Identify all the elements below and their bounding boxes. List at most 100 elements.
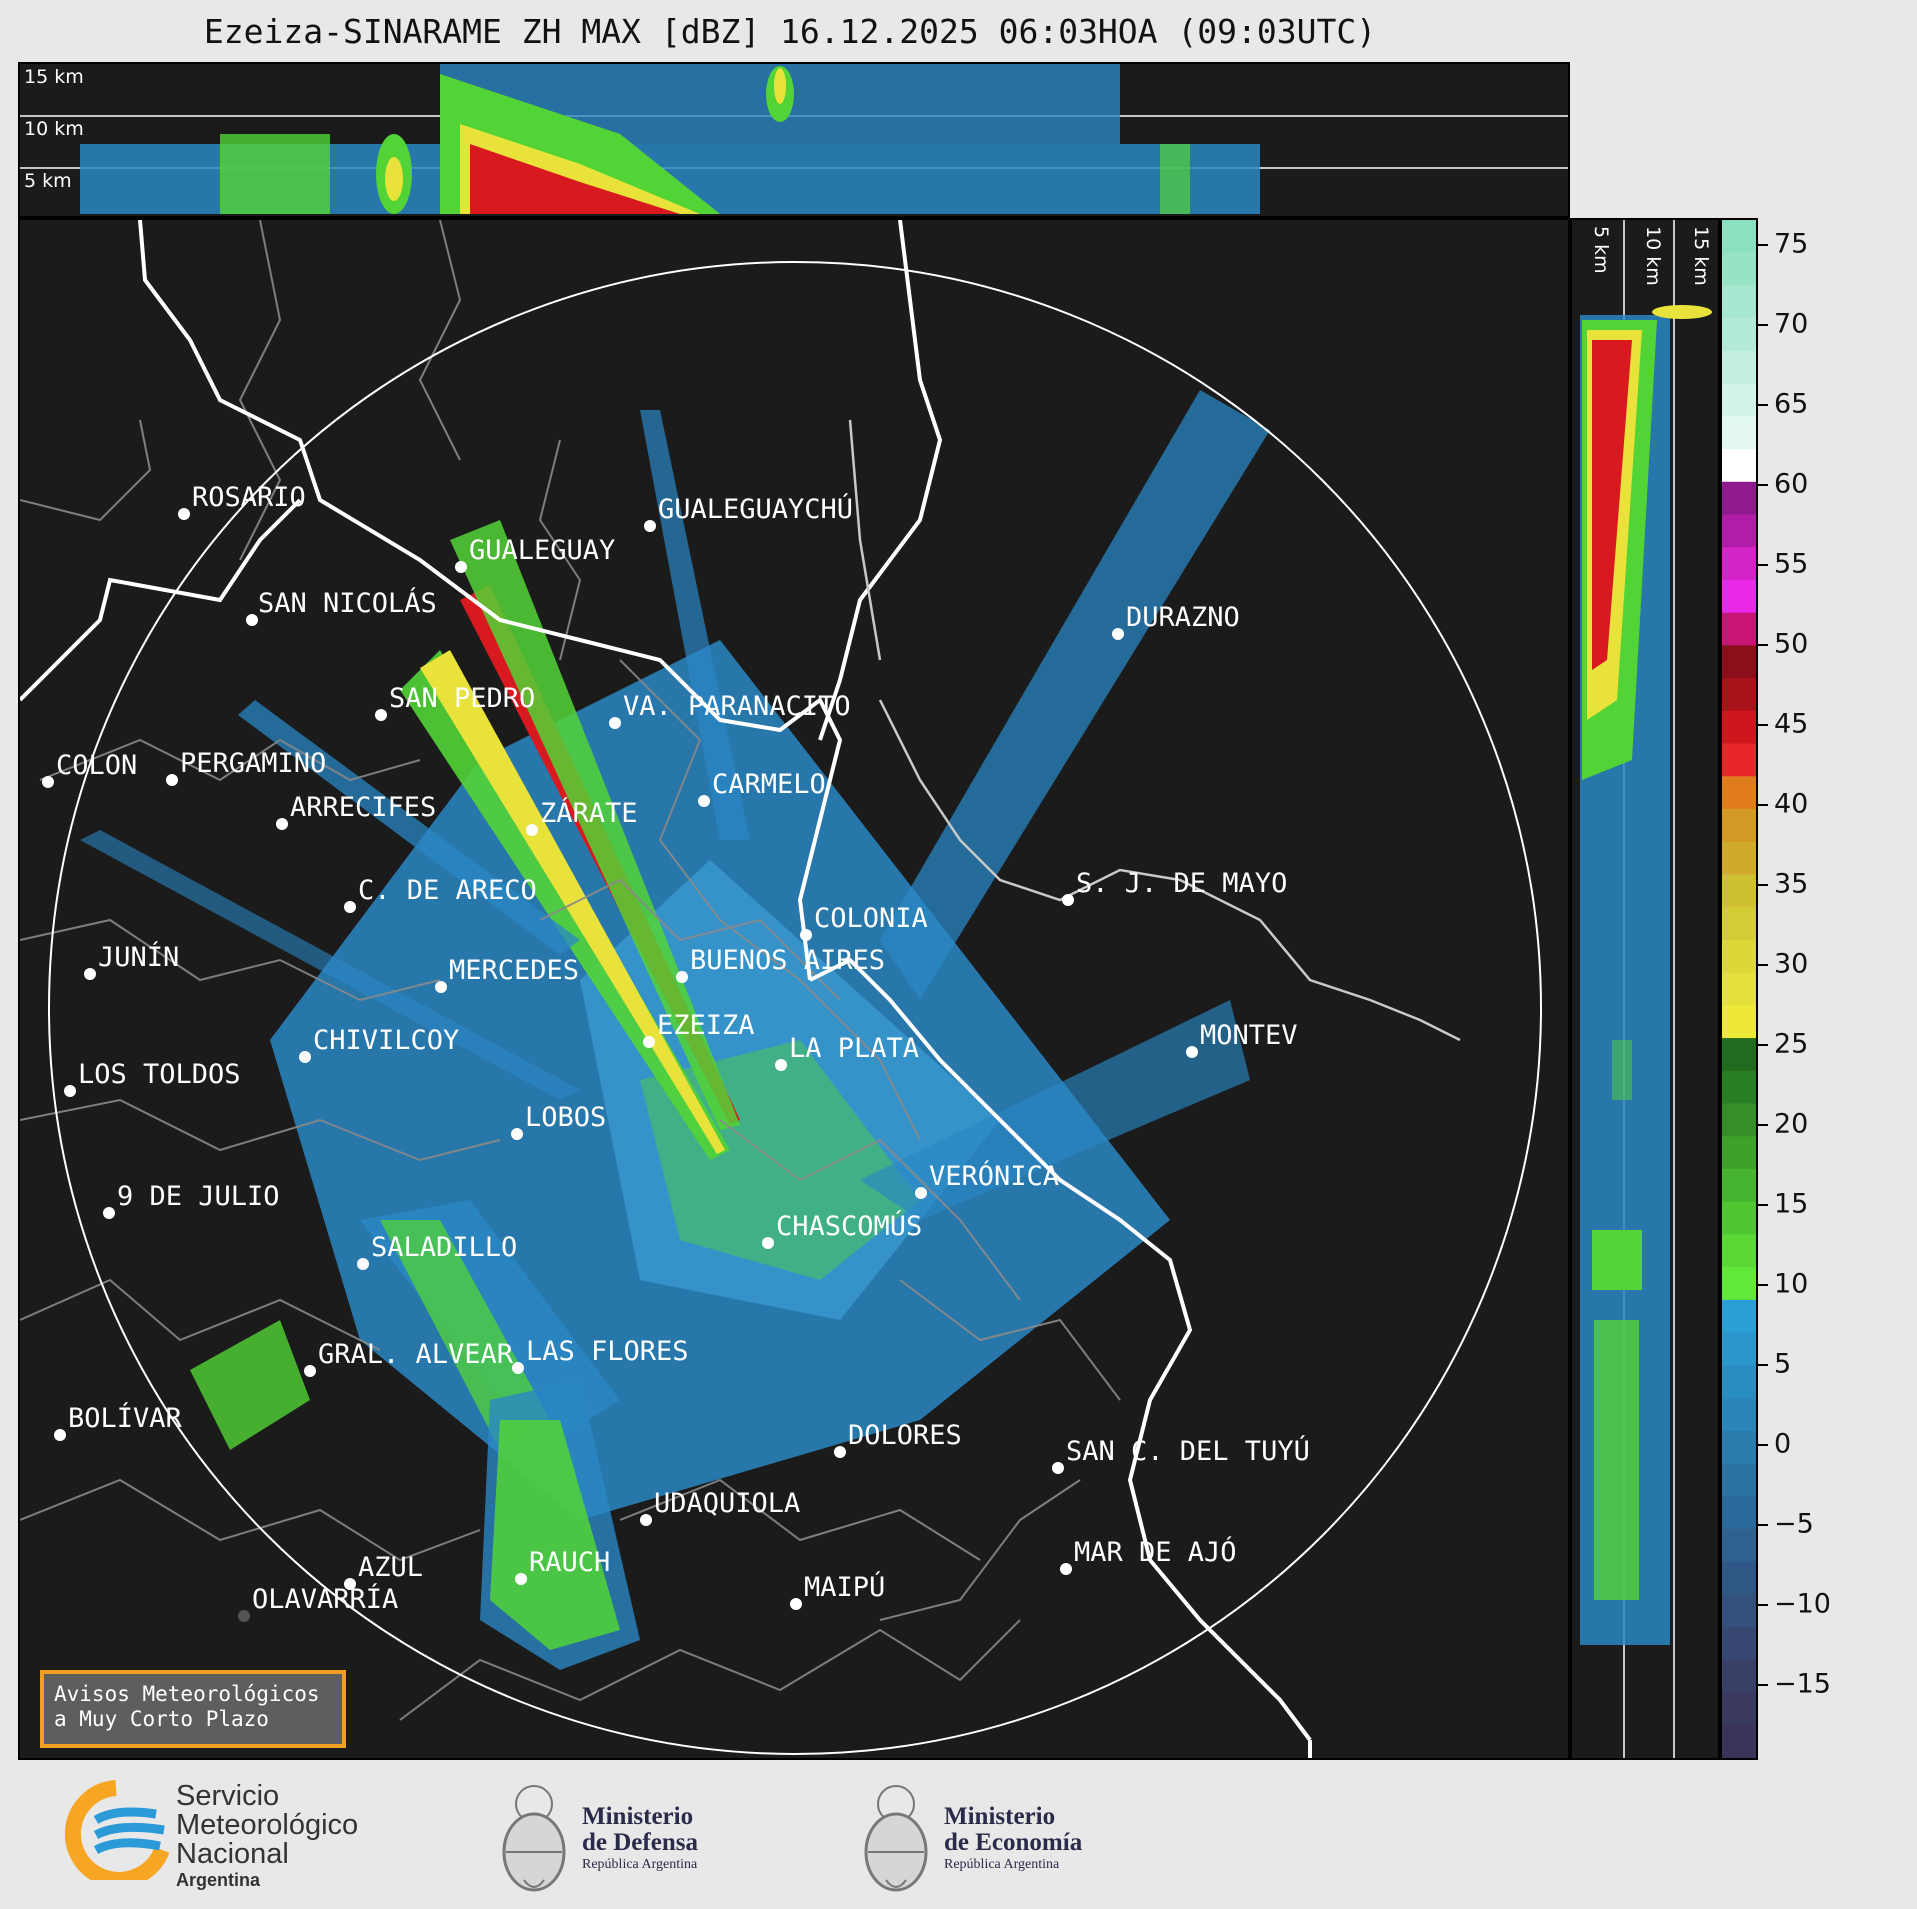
colorbar-band xyxy=(1722,220,1756,254)
city-label: GUALEGUAY xyxy=(469,535,615,566)
colorbar-tick-mark xyxy=(1758,804,1768,806)
city-label: SAN PEDRO xyxy=(389,683,535,714)
city-marker-dot xyxy=(1060,1563,1072,1575)
city-label: MAIPÚ xyxy=(804,1571,885,1603)
city-8: COLON xyxy=(42,750,137,788)
colorbar-tick-mark xyxy=(1758,1604,1768,1606)
city-37: AZUL xyxy=(344,1552,423,1590)
side-height-label-5km: 5 km xyxy=(1590,226,1612,274)
colorbar-band xyxy=(1722,1561,1756,1596)
map-title: Ezeiza-SINARAME ZH MAX [dBZ] 16.12.2025 … xyxy=(203,12,1377,51)
colorbar-band xyxy=(1722,285,1756,320)
city-marker-dot xyxy=(762,1237,774,1249)
city-30: LAS FLORES xyxy=(512,1336,689,1374)
smn-logo-text: Servicio Meteorológico Nacional Argentin… xyxy=(176,1780,359,1891)
top-profile-echoes xyxy=(20,64,1568,214)
city-marker-dot xyxy=(676,971,688,983)
city-32: DOLORES xyxy=(834,1420,962,1458)
city-14: C. DE ARECO xyxy=(344,875,537,913)
city-marker-dot xyxy=(775,1059,787,1071)
city-22: LA PLATA xyxy=(775,1033,919,1071)
colorbar-band xyxy=(1722,1332,1756,1367)
city-38: OLAVARRÍA xyxy=(238,1583,398,1622)
city-16: JUNÍN xyxy=(84,941,179,980)
colorbar-tick-label: −10 xyxy=(1774,1588,1831,1620)
city-marker-dot xyxy=(609,717,621,729)
defensa-logo-text: Ministerio de Defensa República Argentin… xyxy=(582,1803,698,1873)
city-12: ZÁRATE xyxy=(526,797,638,836)
city-label: RAUCH xyxy=(529,1547,610,1578)
city-23: LOS TOLDOS xyxy=(64,1059,241,1097)
colorbar-tick-mark xyxy=(1758,1124,1768,1126)
colorbar-band xyxy=(1722,645,1756,680)
colorbar-band xyxy=(1722,1038,1756,1072)
colorbar-band xyxy=(1722,907,1756,941)
colorbar-band xyxy=(1722,350,1756,385)
height-label-15km: 15 km xyxy=(24,66,84,88)
radar-map[interactable]: ROSARIO GUALEGUAYCHÚ GUALEGUAY SAN NICOLÁS D… xyxy=(18,218,1570,1760)
colorbar-tick-label: 60 xyxy=(1774,468,1809,500)
city-5: DURAZNO xyxy=(1112,602,1240,640)
city-11: ARRECIFES xyxy=(276,792,436,830)
smn-logo xyxy=(56,1780,176,1888)
radar-map-canvas: ROSARIO GUALEGUAYCHÚ GUALEGUAY SAN NICOLÁS D… xyxy=(20,220,1542,1758)
city-label: COLON xyxy=(56,750,137,781)
colorbar-tick-mark xyxy=(1758,644,1768,646)
colorbar-tick-mark xyxy=(1758,244,1768,246)
colorbar-band xyxy=(1722,1365,1756,1400)
reflectivity-colorbar xyxy=(1720,218,1758,1760)
city-label: AZUL xyxy=(358,1552,423,1583)
province-borders xyxy=(20,220,1121,1721)
city-marker-dot xyxy=(276,818,288,830)
defensa-logo xyxy=(494,1780,574,1904)
colorbar-band xyxy=(1722,1070,1756,1105)
smn-emblem-icon xyxy=(64,1780,170,1888)
city-10: CARMELO xyxy=(698,769,826,807)
colorbar-tick-label: 75 xyxy=(1774,228,1809,260)
colorbar-tick-label: 30 xyxy=(1774,948,1809,980)
city-marker-dot xyxy=(640,1514,652,1526)
colorbar-tick-label: 65 xyxy=(1774,388,1809,420)
city-24: LOBOS xyxy=(511,1102,606,1140)
colorbar-band xyxy=(1722,252,1756,287)
colorbar-band xyxy=(1722,1528,1756,1563)
city-29: GRAL. ALVEAR xyxy=(304,1339,514,1377)
colorbar-band xyxy=(1722,1267,1756,1301)
city-markers: ROSARIO GUALEGUAYCHÚ GUALEGUAY SAN NICOLÁS D… xyxy=(42,482,1310,1622)
city-marker-dot xyxy=(64,1085,76,1097)
colorbar-band xyxy=(1722,1103,1756,1138)
city-marker-dot xyxy=(54,1429,66,1441)
city-label: MAR DE AJÓ xyxy=(1074,1536,1237,1568)
colorbar-tick-mark xyxy=(1758,484,1768,486)
city-9: PERGAMINO xyxy=(166,748,326,786)
city-label: MONTEV xyxy=(1200,1020,1298,1051)
colorbar-tick-label: −5 xyxy=(1774,1508,1814,1540)
colorbar-tick-label: 10 xyxy=(1774,1268,1809,1300)
city-label: COLONIA xyxy=(814,903,928,934)
city-marker-dot xyxy=(1112,628,1124,640)
east-west-height-profile: 5 km 10 km 15 km xyxy=(1570,218,1720,1760)
city-28: SALADILLO xyxy=(357,1232,517,1270)
colorbar-tick-label: 35 xyxy=(1774,868,1809,900)
colorbar-tick-label: 20 xyxy=(1774,1108,1809,1140)
city-marker-dot xyxy=(299,1051,311,1063)
north-south-height-profile: 15 km 10 km 5 km xyxy=(18,62,1570,218)
colorbar-band xyxy=(1722,514,1756,549)
economia-logo-text: Ministerio de Economía República Argenti… xyxy=(944,1803,1083,1873)
city-label: SALADILLO xyxy=(371,1232,517,1263)
city-1: ROSARIO xyxy=(178,482,306,520)
city-marker-dot xyxy=(435,981,447,993)
city-31: BOLÍVAR xyxy=(54,1402,183,1441)
city-label: BUENOS AIRES xyxy=(690,945,885,976)
colorbar-tick-mark xyxy=(1758,1284,1768,1286)
side-profile-echoes xyxy=(1580,220,1712,1758)
city-39: MAIPÚ xyxy=(790,1571,885,1610)
national-coat-of-arms-icon xyxy=(864,1785,928,1892)
colorbar-tick-mark xyxy=(1758,1204,1768,1206)
avisos-meteorologicos-button[interactable]: Avisos Meteorológicos a Muy Corto Plazo xyxy=(40,1670,346,1748)
city-2: GUALEGUAYCHÚ xyxy=(644,493,853,532)
city-label: LA PLATA xyxy=(789,1033,919,1064)
colorbar-tick-label: 40 xyxy=(1774,788,1809,820)
city-20: EZEIZA xyxy=(643,1010,755,1048)
city-label: LOBOS xyxy=(525,1102,606,1133)
